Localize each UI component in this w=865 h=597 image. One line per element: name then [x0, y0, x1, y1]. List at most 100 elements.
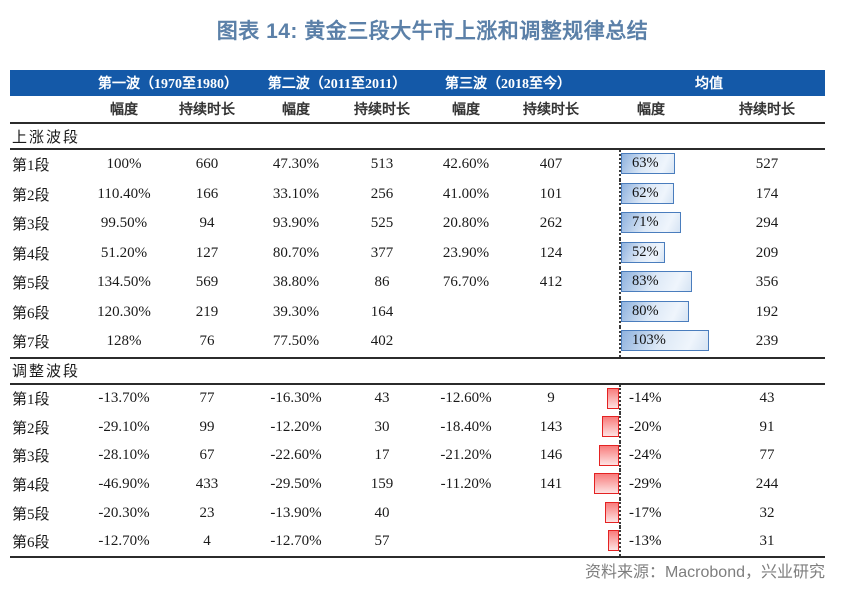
- bar-baseline: [619, 268, 621, 298]
- avg-duration-value: 192: [755, 303, 779, 320]
- avg-duration-value: 174: [755, 185, 779, 202]
- bar-baseline: [619, 209, 621, 239]
- cell-value: 525: [370, 215, 394, 232]
- cell-value: -11.20%: [440, 476, 492, 493]
- bar-baseline: [619, 327, 621, 357]
- section-label: 上涨波段: [10, 124, 825, 150]
- cell-value: 17: [374, 447, 390, 464]
- table-row: 第7段 128% 76 77.50% 402 103% 239: [10, 327, 825, 357]
- row-label: 第5段: [12, 506, 50, 523]
- cell-value: 30: [374, 418, 390, 435]
- avg-amplitude-bar-cell: -24%: [593, 441, 709, 471]
- cell-value: 219: [195, 303, 219, 320]
- avg-duration-value: 91: [759, 418, 775, 435]
- subheader-amplitude: 幅度: [452, 103, 480, 118]
- avg-duration-value: 356: [755, 274, 779, 291]
- cell-value: 86: [374, 274, 390, 291]
- cell-value: 569: [195, 274, 219, 291]
- row-label: 第2段: [12, 187, 50, 204]
- cell-value: 110.40%: [97, 185, 151, 202]
- cell-value: 77: [199, 390, 215, 407]
- cell-value: -12.70%: [98, 533, 150, 550]
- avg-amplitude-value: -17%: [629, 504, 662, 521]
- cell-value: 99: [199, 418, 215, 435]
- cell-value: 40: [374, 504, 390, 521]
- cell-value: 407: [539, 156, 563, 173]
- avg-amplitude-bar: [604, 501, 619, 523]
- cell-value: 412: [539, 274, 563, 291]
- wave3-header: 第三波（2018至今）: [445, 77, 571, 92]
- cell-value: -20.30%: [98, 504, 150, 521]
- table-subheader-row: 幅度 持续时长 幅度 持续时长 幅度 持续时长 幅度 持续时长: [10, 96, 825, 124]
- avg-duration-value: 77: [759, 447, 775, 464]
- cell-value: 164: [370, 303, 394, 320]
- table-row: 第3段 -28.10% 67 -22.60% 17 -21.20% 146 -24% 77: [10, 441, 825, 471]
- avg-amplitude-bar-cell: -20%: [593, 413, 709, 442]
- table-row: 第2段 110.40% 166 33.10% 256 41.00% 101 62% 174: [10, 179, 825, 209]
- avg-amplitude-bar: 63%: [621, 153, 675, 174]
- cell-value: 77.50%: [272, 333, 320, 350]
- cell-value: -16.30%: [270, 390, 322, 407]
- figure-title: 图表 14: 黄金三段大牛市上涨和调整规律总结: [216, 20, 649, 43]
- avg-amplitude-bar: [594, 473, 619, 495]
- cell-value: 33.10%: [272, 185, 320, 202]
- table-row: 第1段 100% 660 47.30% 513 42.60% 407 63% 527: [10, 150, 825, 180]
- cell-value: 4: [203, 533, 211, 550]
- cell-value: -12.60%: [440, 390, 492, 407]
- table-body: 上涨波段 第1段 100% 660 47.30% 513 42.60% 407 63% 527 第2…: [10, 124, 825, 559]
- row-label: 第4段: [12, 478, 50, 495]
- source-note: 资料来源：Macrobond，兴业研究: [584, 564, 825, 581]
- cell-value: -12.70%: [270, 533, 322, 550]
- cell-value: 67: [199, 447, 215, 464]
- avg-amplitude-bar: 52%: [621, 241, 666, 263]
- cell-value: 377: [370, 244, 394, 261]
- avg-amplitude-bar-cell: 63%: [593, 150, 709, 180]
- wave1-header: 第一波（1970至1980）: [98, 77, 238, 92]
- table-row: 第6段 120.30% 219 39.30% 164 80% 192: [10, 297, 825, 327]
- avg-amplitude-bar-cell: 52%: [593, 238, 709, 268]
- avg-duration-value: 294: [755, 215, 779, 232]
- cell-value: -21.20%: [440, 447, 492, 464]
- cell-value: 94: [199, 215, 215, 232]
- avg-amplitude-bar-cell: 103%: [593, 327, 709, 357]
- cell-value: 143: [539, 418, 563, 435]
- avg-duration-value: 239: [755, 333, 779, 350]
- avg-amplitude-bar: 80%: [621, 300, 689, 322]
- cell-value: 402: [370, 333, 394, 350]
- cell-value: 127: [195, 244, 219, 261]
- table-row: 第4段 51.20% 127 80.70% 377 23.90% 124 52% 209: [10, 238, 825, 268]
- cell-value: 134.50%: [97, 274, 151, 291]
- avg-amplitude-bar: [607, 530, 619, 552]
- cell-value: -13.90%: [270, 504, 322, 521]
- avg-duration-value: 209: [755, 244, 779, 261]
- avg-amplitude-bar-cell: 62%: [593, 179, 709, 209]
- cell-value: 513: [370, 156, 394, 173]
- row-label: 第5段: [12, 276, 50, 293]
- row-label: 第6段: [12, 535, 50, 552]
- cell-value: 76: [199, 333, 215, 350]
- cell-value: 38.80%: [272, 274, 320, 291]
- cell-value: -46.90%: [98, 476, 150, 493]
- bar-baseline: [619, 498, 621, 528]
- cell-value: 262: [539, 215, 563, 232]
- cell-value: -28.10%: [98, 447, 150, 464]
- cell-value: -12.20%: [270, 418, 322, 435]
- row-label: 第2段: [12, 420, 50, 437]
- cell-value: 20.80%: [442, 215, 490, 232]
- subheader-duration: 持续时长: [354, 103, 410, 118]
- subheader-duration: 持续时长: [739, 103, 795, 118]
- cell-value: -29.50%: [270, 476, 322, 493]
- cell-value: 100%: [106, 156, 142, 173]
- bar-baseline: [619, 238, 621, 268]
- cell-value: 99.50%: [100, 215, 148, 232]
- subheader-amplitude: 幅度: [110, 103, 138, 118]
- bar-baseline: [619, 470, 621, 499]
- avg-amplitude-bar-cell: 71%: [593, 209, 709, 239]
- cell-value: 57: [374, 533, 390, 550]
- bar-baseline: [619, 384, 621, 414]
- avg-amplitude-bar: 62%: [621, 182, 674, 204]
- cell-value: -18.40%: [440, 418, 492, 435]
- cell-value: 101: [539, 185, 563, 202]
- cell-value: 47.30%: [272, 156, 320, 173]
